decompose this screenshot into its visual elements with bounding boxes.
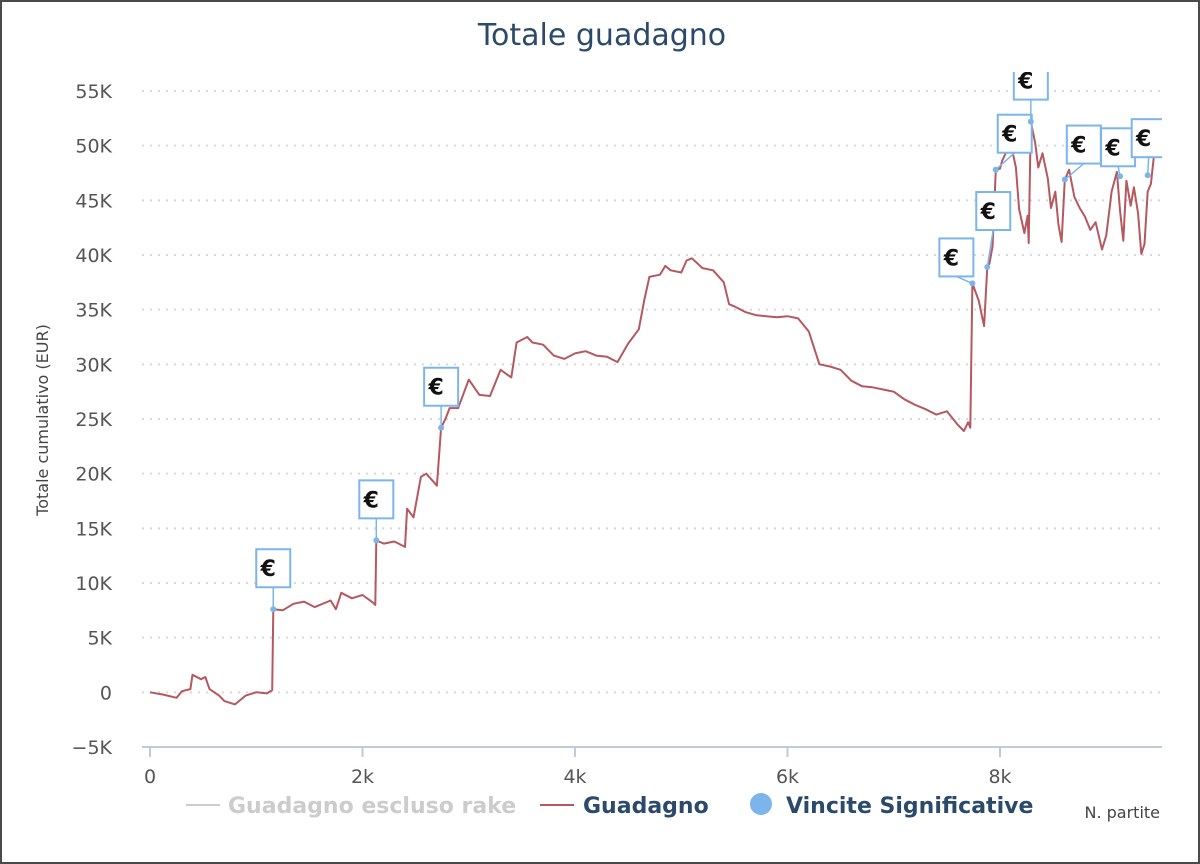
win-point	[1117, 173, 1124, 180]
win-flag-box	[938, 237, 975, 278]
win-flag-box	[423, 366, 460, 407]
chart-title: Totale guadagno	[477, 18, 726, 53]
y-tick-label: −5K	[72, 737, 113, 759]
y-tick-label: 40K	[75, 245, 112, 267]
y-tick-label: 50K	[75, 136, 112, 158]
win-flag[interactable]: €	[1100, 127, 1137, 180]
legend-item-rake[interactable]: Guadagno escluso rake	[186, 794, 516, 819]
x-tick-label: 8k	[988, 766, 1011, 788]
win-flag-box	[1100, 127, 1137, 168]
y-axis-label: Totale cumulativo (EUR)	[33, 324, 52, 517]
win-point	[969, 280, 976, 287]
significant-wins-flags: € € € € € € € € € €	[255, 62, 1166, 613]
win-flag-connector	[995, 152, 1016, 171]
y-tick-label: 5K	[87, 628, 112, 650]
legend-item-guadagno[interactable]: Guadagno	[540, 794, 709, 819]
win-flag-label: €	[1135, 127, 1151, 152]
win-point	[1061, 176, 1068, 183]
win-flag[interactable]: €	[975, 191, 1012, 271]
legend-label-rake: Guadagno escluso rake	[228, 794, 516, 819]
y-axis-ticks: −5K 0 5K 10K 15K 20K 25K 30K 35K 40K 45K 50K 55K	[72, 81, 113, 759]
y-tick-label: 10K	[75, 573, 112, 595]
legend-label-guadagno: Guadagno	[583, 794, 709, 819]
win-point	[438, 424, 445, 431]
win-flag[interactable]: €	[423, 366, 460, 431]
x-axis-label: N. partite	[1084, 803, 1160, 822]
legend-item-vincite[interactable]: Vincite Significative	[750, 793, 1033, 819]
x-tick-label: 0	[144, 766, 156, 788]
win-point	[373, 537, 380, 544]
win-flag-connector	[986, 229, 994, 268]
win-flag-box	[975, 191, 1012, 232]
y-tick-label: 25K	[75, 409, 112, 431]
win-flag-label: €	[260, 557, 276, 582]
y-tick-label: 45K	[75, 190, 112, 212]
win-flag-label: €	[363, 488, 379, 513]
win-flag-box	[1130, 118, 1162, 159]
win-flag-label: €	[980, 200, 996, 225]
series-guadagno-line	[149, 120, 1156, 706]
win-flag-label: €	[1017, 70, 1033, 95]
win-flag-label: €	[427, 376, 443, 401]
win-flag[interactable]: €	[1130, 118, 1166, 179]
win-flag-label: €	[1104, 136, 1120, 161]
y-tick-label: 30K	[75, 354, 112, 376]
x-tick-label: 4k	[563, 766, 586, 788]
y-tick-label: 20K	[75, 464, 112, 486]
legend: Guadagno escluso rake Guadagno Vincite S…	[186, 793, 1033, 819]
win-flag[interactable]: €	[938, 237, 976, 287]
win-flag-box	[358, 479, 395, 520]
win-flag-label: €	[1001, 123, 1017, 148]
win-flag[interactable]: €	[358, 479, 395, 544]
y-tick-label: 15K	[75, 518, 112, 540]
win-flag[interactable]: €	[1012, 62, 1049, 125]
win-point	[270, 606, 277, 613]
legend-marker-vincite	[750, 793, 772, 815]
x-tick-label: 2k	[351, 766, 374, 788]
legend-label-vincite: Vincite Significative	[786, 794, 1033, 819]
y-tick-label: 35K	[75, 300, 112, 322]
win-flag-box	[996, 113, 1033, 154]
win-flag[interactable]: €	[992, 113, 1033, 173]
win-flag-connector	[1064, 162, 1085, 181]
win-flag-label: €	[943, 246, 959, 271]
win-flag-box	[1012, 72, 1049, 101]
win-point	[984, 264, 991, 271]
grid-lines	[142, 90, 1162, 694]
win-point	[1144, 172, 1151, 179]
x-tick-label: 6k	[776, 766, 799, 788]
win-flag[interactable]: €	[255, 548, 292, 613]
series-guadagno	[149, 120, 1156, 706]
win-flag[interactable]: €	[1061, 124, 1102, 183]
x-axis: 0 2k 4k 6k 8k	[142, 746, 1162, 788]
win-point	[992, 166, 999, 173]
y-tick-label: 0	[100, 682, 112, 704]
win-flag-label: €	[1070, 134, 1086, 159]
win-flag-box	[255, 548, 292, 589]
win-point	[1027, 118, 1034, 125]
y-tick-label: 55K	[75, 81, 112, 103]
win-flag-connector	[1146, 157, 1150, 176]
